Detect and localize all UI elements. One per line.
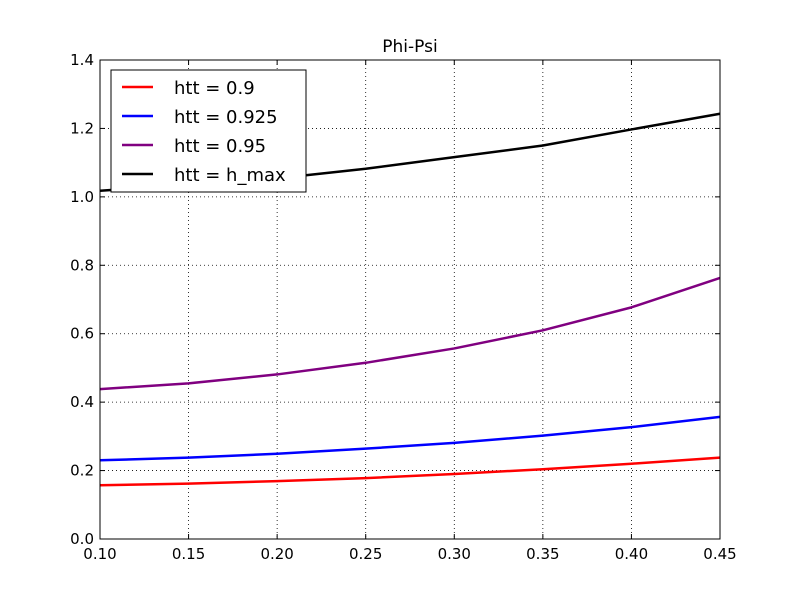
x-tick-label: 0.35 (526, 545, 559, 563)
chart-title: Phi-Psi (382, 37, 437, 57)
series-line-2 (99, 415, 721, 462)
y-tick-label: 0.4 (70, 393, 94, 411)
plot-frame (99, 59, 721, 540)
legend-label: htt = 0.9 (174, 78, 255, 99)
series-line-3 (99, 276, 721, 391)
x-tick-label: 0.20 (260, 545, 293, 563)
x-tick-label: 0.10 (83, 545, 116, 563)
x-tick-label: 0.25 (349, 545, 382, 563)
x-tick-label: 0.15 (172, 545, 205, 563)
y-tick-label: 0.0 (70, 530, 94, 548)
y-tick-label: 0.6 (70, 325, 94, 343)
legend-label: htt = 0.95 (174, 136, 266, 157)
x-tick-label: 0.40 (615, 545, 648, 563)
legend-label: htt = h_max (174, 165, 286, 186)
y-tick-label: 1.2 (70, 119, 94, 137)
x-tick-label: 0.45 (703, 545, 736, 563)
legend-label: htt = 0.925 (174, 107, 278, 128)
x-tick-label: 0.30 (438, 545, 471, 563)
y-tick-label: 1.4 (70, 51, 94, 69)
series-line-1 (99, 456, 721, 487)
y-tick-label: 0.2 (70, 462, 94, 480)
legend-box (110, 69, 307, 193)
y-tick-label: 1.0 (70, 188, 94, 206)
y-tick-label: 0.8 (70, 256, 94, 274)
